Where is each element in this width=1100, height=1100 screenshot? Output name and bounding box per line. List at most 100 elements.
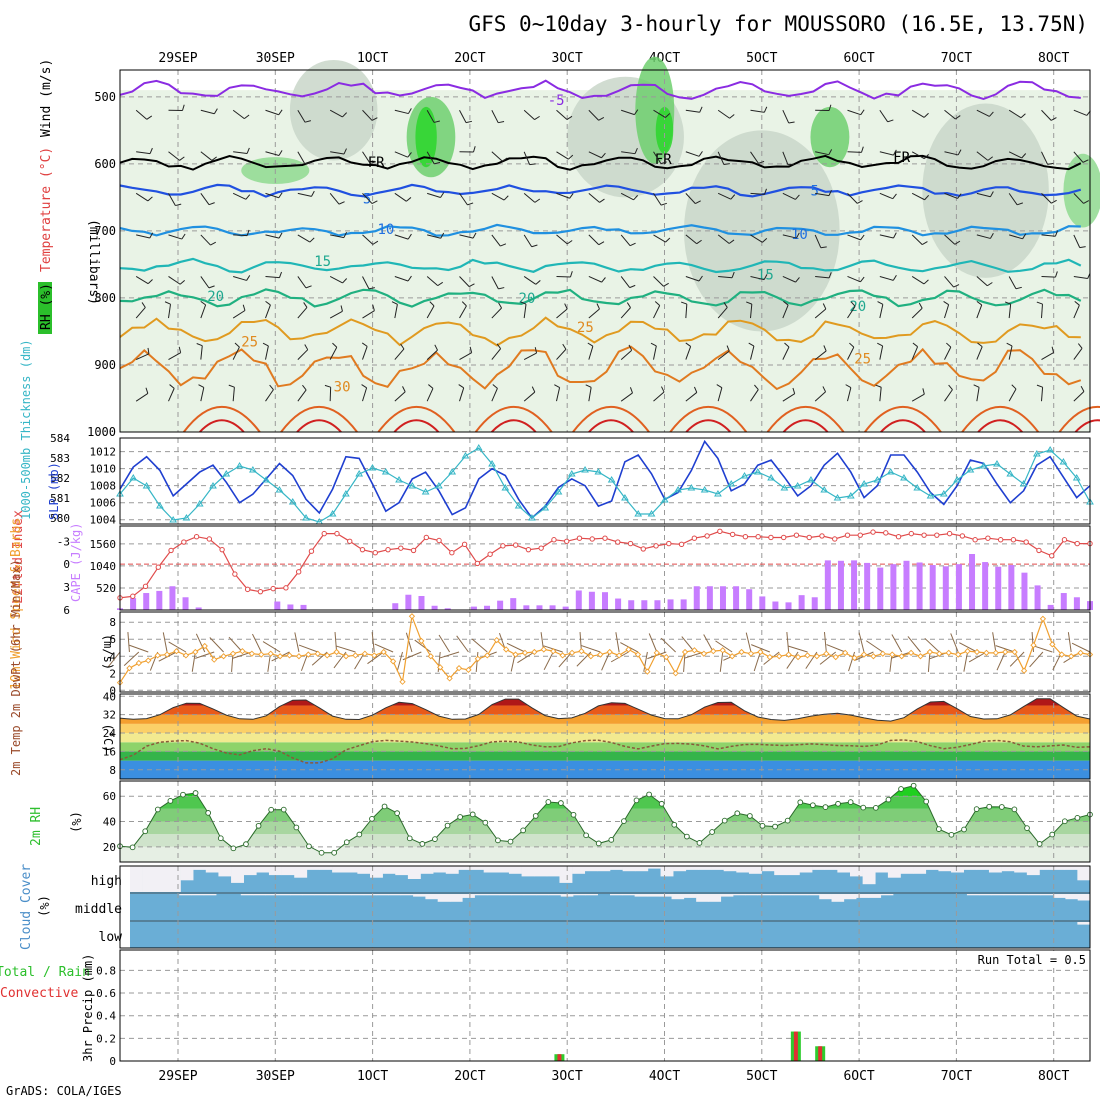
wind-barb-flag	[828, 272, 832, 279]
wind-speed-marker	[1049, 641, 1056, 648]
wind-barb-flag	[663, 282, 669, 287]
rh-marker	[432, 836, 438, 842]
rh-marker	[180, 791, 186, 798]
wind-speed-marker	[295, 653, 303, 660]
rh-marker	[280, 806, 287, 813]
thickness-marker	[514, 502, 523, 509]
wind-barb-flag	[695, 200, 701, 205]
cloud-cover-bar	[868, 894, 882, 898]
cloud-cover-bar	[685, 866, 699, 870]
cloud-cover-bar	[610, 894, 623, 896]
wind-speed-marker	[427, 653, 434, 660]
wind-speed-marker	[691, 647, 698, 654]
wind-barb	[427, 234, 441, 239]
top-date-label: 8OCT	[1038, 51, 1069, 66]
wind-barb	[653, 276, 664, 287]
rh-marker	[230, 845, 237, 852]
isotherm-label: 10	[791, 227, 808, 243]
temperature-band	[120, 751, 1090, 761]
wind-barb-flag	[892, 193, 897, 199]
rh-marker	[217, 835, 224, 842]
slp-tick: 1010	[90, 463, 117, 476]
wind-barb	[459, 109, 467, 123]
wind-speed-marker	[672, 670, 679, 677]
rh-shading-blob	[810, 106, 850, 168]
wind-barb-flag	[179, 279, 186, 285]
cloud-cover-bar	[253, 894, 266, 896]
wind-barb-flag	[1036, 301, 1043, 305]
thickness-marker	[355, 470, 364, 477]
lifted-index-marker	[410, 547, 417, 554]
thickness-marker	[222, 470, 231, 477]
rh-marker	[318, 849, 325, 856]
wind-barb-flag	[957, 149, 962, 156]
wind-speed-marker	[540, 646, 547, 653]
wind-barb	[717, 350, 730, 360]
bottom-date-label: 6OCT	[843, 1069, 874, 1084]
temperature-axis-label: Temperature (°C)	[39, 147, 54, 272]
wind-barb-10m	[168, 641, 187, 653]
isotherm-label: 20	[207, 289, 224, 305]
wind-barb	[200, 276, 210, 289]
thickness-marker	[1019, 480, 1028, 487]
cloud-cover-bar	[770, 894, 783, 896]
wind-barb	[685, 392, 698, 402]
rh-band	[120, 821, 1090, 835]
wind-speed-marker	[182, 652, 190, 659]
rh-tick: 40	[103, 816, 116, 829]
wind-barb-flag	[368, 287, 375, 290]
wind-barb	[329, 347, 338, 360]
wind-barb-flag	[763, 106, 768, 113]
wind-barb-10m	[123, 651, 140, 666]
wind-barb	[265, 234, 280, 239]
thickness-marker	[634, 510, 643, 517]
wind-barb	[782, 346, 790, 360]
wind-barb-flag	[601, 277, 606, 283]
wind-barb-flag	[332, 342, 338, 348]
isotherm-40-loop	[1074, 419, 1100, 433]
cape-bar	[602, 592, 608, 610]
wind-barb	[911, 346, 919, 360]
wind-barb-flag	[861, 146, 864, 153]
cloud-layer-label: middle	[75, 902, 122, 917]
slp-line	[119, 439, 1091, 520]
wind-barb	[232, 192, 247, 200]
wind-barb	[750, 275, 765, 281]
thickness-marker	[288, 498, 297, 505]
cloud-cover-bar	[573, 894, 586, 896]
cloud-cover-bar	[1040, 894, 1054, 896]
wind-barb-10m	[294, 632, 300, 653]
wind-barb-10m	[333, 651, 347, 669]
isotherm-label: 20	[849, 299, 866, 315]
cloud-cover-bar	[256, 866, 270, 873]
cloud-cover-bar	[938, 866, 952, 872]
wind-barb-10m	[615, 632, 620, 653]
wind-barb	[1073, 193, 1084, 204]
wind-speed-marker	[352, 652, 359, 659]
wind-barb-flag	[924, 154, 929, 159]
wind-barb	[814, 350, 827, 360]
cape-bar	[1021, 572, 1028, 610]
isotherm-40-loop	[588, 419, 634, 433]
lifted-index-marker	[474, 560, 481, 567]
thickness-marker	[607, 476, 616, 483]
thickness-marker	[488, 460, 496, 467]
wind-barb	[685, 234, 698, 245]
wind-barb-flag	[953, 284, 960, 288]
cloud-cover-bar	[622, 894, 635, 896]
thickness-marker	[873, 476, 882, 483]
cape-bar	[641, 600, 648, 610]
wind-speed-marker	[389, 658, 397, 665]
thickness-marker	[155, 502, 164, 509]
wind-barb-10m	[209, 637, 224, 653]
wind-barb	[523, 109, 535, 120]
cloud-cover-bar	[450, 894, 463, 902]
wind-barb-10m	[506, 642, 526, 653]
wind-barb-flag	[763, 274, 768, 280]
wind-barb	[653, 305, 661, 319]
wind-barb-flag	[822, 386, 827, 393]
cloud-cover-bar	[806, 894, 820, 896]
thickness-tick: 583	[50, 452, 70, 465]
wind-barb-flag	[492, 384, 498, 389]
wind-barb-flag	[660, 161, 667, 165]
